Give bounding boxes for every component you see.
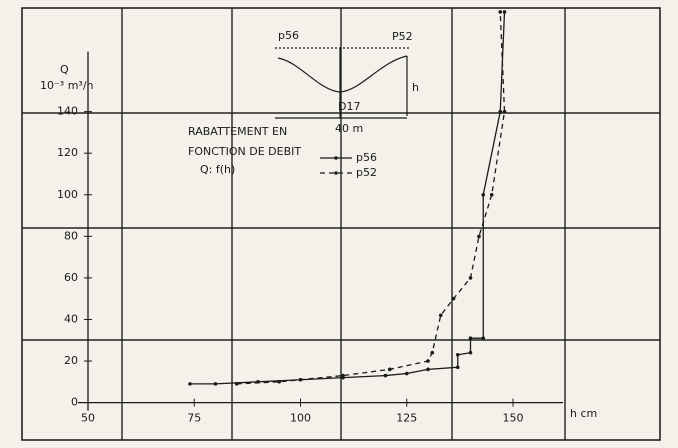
data-point <box>430 351 434 355</box>
data-point <box>235 382 239 386</box>
data-point <box>277 380 281 384</box>
data-point <box>188 382 192 386</box>
inset-label: h <box>412 81 419 94</box>
y-tick-label: 40 <box>64 312 78 325</box>
y-tick-label: 60 <box>64 271 78 284</box>
data-point <box>456 353 460 357</box>
data-point <box>388 368 392 372</box>
y-tick-label: 100 <box>57 188 78 201</box>
legend-label: p56 <box>356 151 377 164</box>
y-tick-label: 20 <box>64 354 78 367</box>
data-point <box>469 351 473 355</box>
inset-label: p56 <box>278 29 299 42</box>
x-tick-label: 75 <box>187 412 201 425</box>
y-tick-label: 0 <box>71 396 78 409</box>
x-axis-label: h cm <box>570 407 597 420</box>
inset-label: 40 m <box>335 122 363 135</box>
background <box>0 0 678 448</box>
inset-label: P52 <box>392 30 413 43</box>
data-point <box>481 193 485 197</box>
data-point <box>214 382 218 386</box>
x-tick-label: 150 <box>503 412 524 425</box>
legend-marker <box>334 171 338 175</box>
data-point <box>498 10 502 14</box>
y-axis-label: Q <box>60 63 69 76</box>
page: p56 P52 h D17 40 m RABATTEMENT EN FONCTI… <box>0 0 678 448</box>
data-point <box>426 359 430 363</box>
data-point <box>503 10 507 14</box>
data-point <box>503 110 507 114</box>
annotation: FONCTION DE DEBIT <box>188 145 301 158</box>
data-point <box>469 276 473 280</box>
data-point <box>469 336 473 340</box>
data-point <box>456 365 460 369</box>
data-point <box>452 297 456 301</box>
data-point <box>384 374 388 378</box>
y-tick-label: 80 <box>64 229 78 242</box>
data-point <box>341 374 345 378</box>
data-point <box>426 368 430 372</box>
legend-label: p52 <box>356 166 377 179</box>
data-point <box>439 314 443 318</box>
legend-marker <box>334 156 338 160</box>
data-point <box>405 372 409 376</box>
data-point <box>481 336 485 340</box>
x-tick-label: 100 <box>290 412 311 425</box>
y-tick-label: 120 <box>57 146 78 159</box>
inset-label: D17 <box>338 100 360 113</box>
chart: p56 P52 h D17 40 m RABATTEMENT EN FONCTI… <box>0 0 678 448</box>
x-tick-label: 50 <box>81 412 95 425</box>
x-tick-label: 125 <box>396 412 417 425</box>
data-point <box>477 235 481 239</box>
annotation: Q: f(h) <box>200 163 235 176</box>
annotation: RABATTEMENT EN <box>188 125 287 138</box>
y-tick-label: 140 <box>57 105 78 118</box>
y-axis-units: 10⁻³ m³/h <box>40 79 94 92</box>
data-point <box>490 193 494 197</box>
data-point <box>498 110 502 114</box>
